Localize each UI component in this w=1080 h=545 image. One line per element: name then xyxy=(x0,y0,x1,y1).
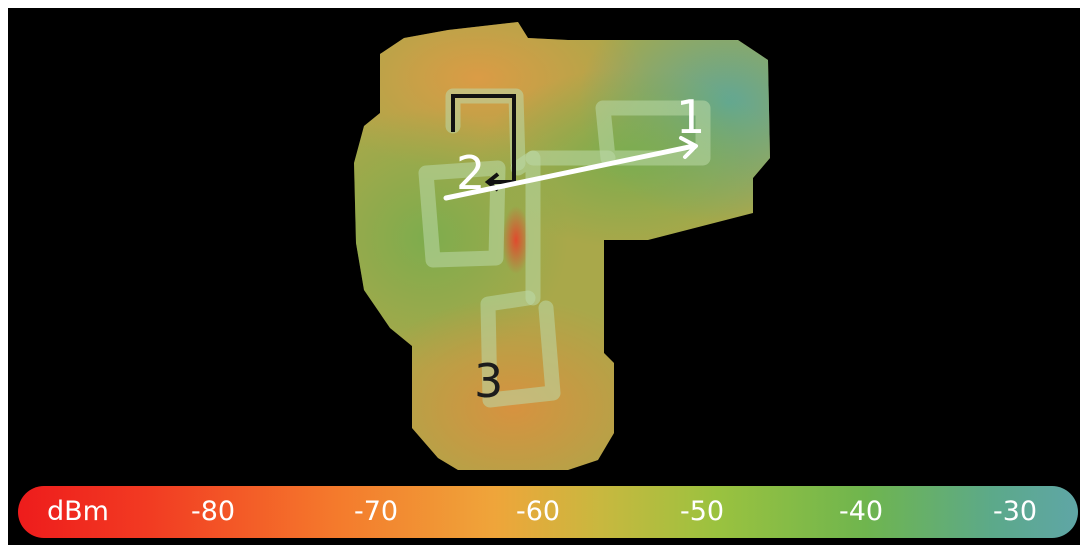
legend-tick: -50 xyxy=(679,496,725,527)
location-marker-2: 2 xyxy=(456,146,486,200)
route-line-white xyxy=(443,143,697,201)
legend-tick: -70 xyxy=(353,496,399,527)
route-line-black xyxy=(451,94,516,184)
coverage-area xyxy=(354,22,770,470)
legend-tick: -40 xyxy=(838,496,884,527)
location-marker-1: 1 xyxy=(676,90,706,144)
location-marker-3: 3 xyxy=(474,354,504,408)
signal-strength-legend: dBm -80 -70 -60 -50 -40 -30 xyxy=(18,486,1078,538)
heatmap-frame: 1 2 3 dBm -80 -70 -60 -50 -40 -30 xyxy=(8,8,1080,545)
legend-tick: -60 xyxy=(515,496,561,527)
legend-tick: -80 xyxy=(190,496,236,527)
arrow-head-white-icon xyxy=(679,136,698,159)
legend-tick: -30 xyxy=(992,496,1038,527)
legend-unit-label: dBm xyxy=(47,496,109,527)
signal-heatmap xyxy=(354,22,770,470)
